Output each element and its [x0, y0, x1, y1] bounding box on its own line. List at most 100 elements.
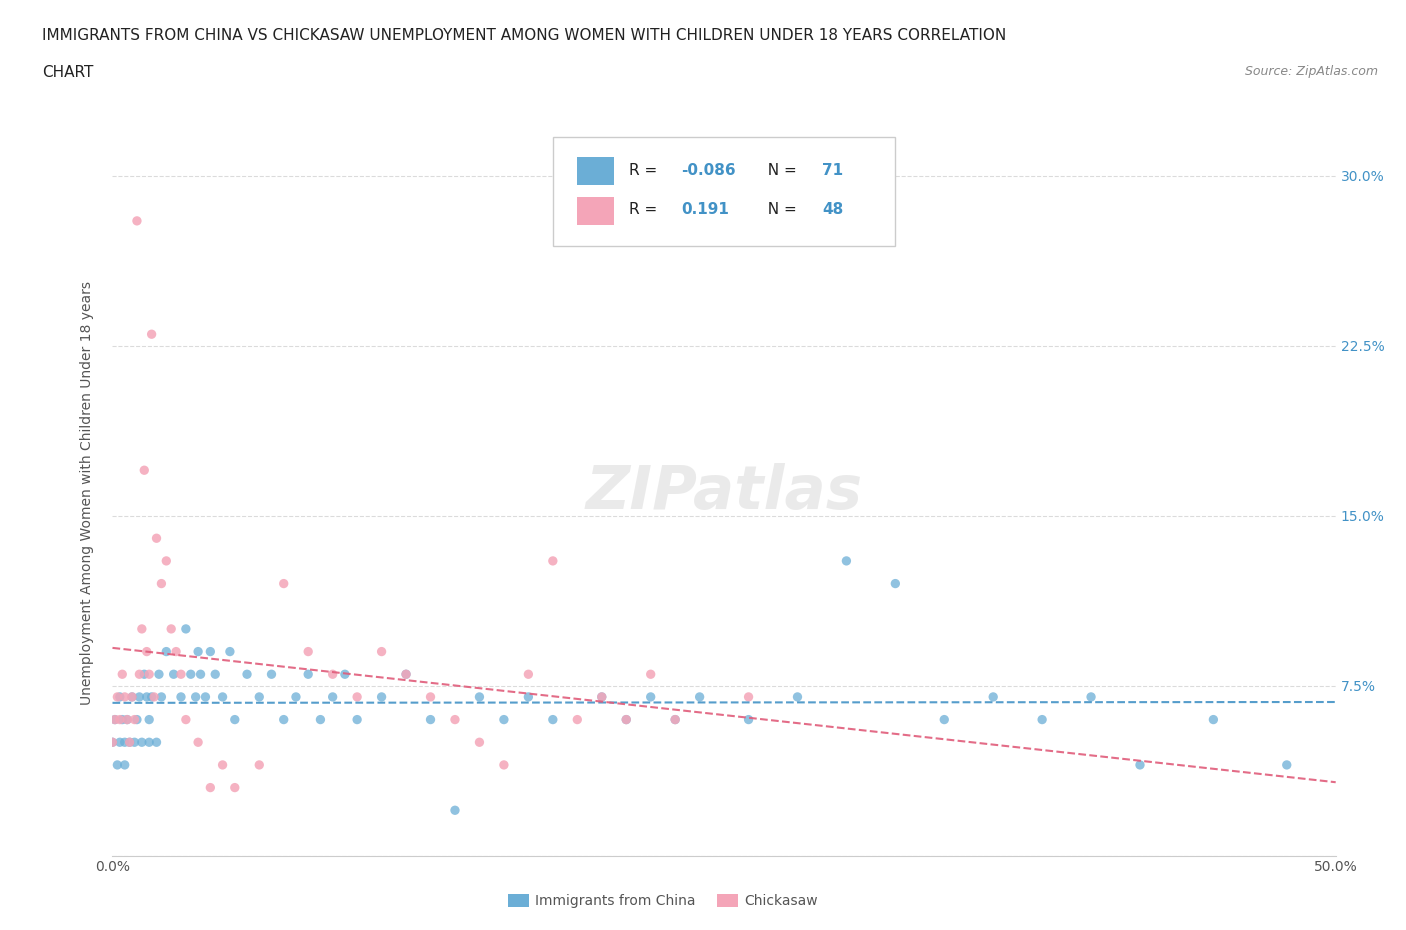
- Point: [135, 689, 157, 704]
- Point: [247, 689, 270, 704]
- Point: [108, 689, 131, 704]
- Point: [150, 577, 173, 591]
- Text: R =: R =: [628, 163, 662, 178]
- Point: [187, 644, 209, 659]
- Point: [273, 712, 295, 727]
- Text: N =: N =: [758, 203, 801, 218]
- Point: [124, 735, 146, 750]
- Point: [118, 735, 141, 750]
- Point: [150, 689, 173, 704]
- Point: [141, 689, 163, 704]
- Point: [1031, 712, 1053, 727]
- FancyBboxPatch shape: [578, 197, 614, 224]
- Point: [124, 712, 146, 727]
- Point: [105, 757, 128, 772]
- Point: [247, 757, 270, 772]
- Point: [236, 667, 259, 682]
- Point: [517, 689, 540, 704]
- Point: [165, 644, 187, 659]
- Point: [211, 757, 233, 772]
- Text: -0.086: -0.086: [682, 163, 735, 178]
- Point: [664, 712, 686, 727]
- Point: [204, 667, 226, 682]
- Point: [322, 689, 344, 704]
- Point: [224, 712, 246, 727]
- Legend: Immigrants from China, Chickasaw: Immigrants from China, Chickasaw: [502, 889, 824, 914]
- Text: IMMIGRANTS FROM CHINA VS CHICKASAW UNEMPLOYMENT AMONG WOMEN WITH CHILDREN UNDER : IMMIGRANTS FROM CHINA VS CHICKASAW UNEMP…: [42, 28, 1007, 43]
- Point: [981, 689, 1004, 704]
- Point: [567, 712, 589, 727]
- Point: [115, 712, 138, 727]
- Point: [541, 712, 564, 727]
- Point: [114, 689, 136, 704]
- Point: [211, 689, 233, 704]
- Text: Source: ZipAtlas.com: Source: ZipAtlas.com: [1244, 65, 1378, 78]
- Point: [134, 463, 156, 478]
- Text: 71: 71: [823, 163, 844, 178]
- Point: [884, 577, 907, 591]
- Point: [1080, 689, 1102, 704]
- Point: [190, 667, 212, 682]
- Point: [224, 780, 246, 795]
- Point: [468, 689, 491, 704]
- Point: [737, 689, 759, 704]
- Point: [131, 621, 153, 636]
- Point: [444, 712, 467, 727]
- Point: [105, 689, 128, 704]
- Point: [640, 667, 662, 682]
- Text: CHART: CHART: [42, 65, 94, 80]
- Point: [174, 712, 197, 727]
- Text: R =: R =: [628, 203, 662, 218]
- Point: [934, 712, 956, 727]
- Point: [131, 735, 153, 750]
- Point: [180, 667, 202, 682]
- Point: [737, 712, 759, 727]
- Point: [108, 735, 131, 750]
- Point: [170, 689, 193, 704]
- Point: [135, 644, 157, 659]
- Point: [174, 621, 197, 636]
- Point: [121, 689, 143, 704]
- Point: [541, 553, 564, 568]
- Point: [148, 667, 170, 682]
- Point: [184, 689, 207, 704]
- Point: [101, 735, 124, 750]
- Point: [138, 735, 160, 750]
- Point: [125, 214, 148, 229]
- Text: 0.191: 0.191: [682, 203, 730, 218]
- Point: [835, 553, 858, 568]
- Point: [468, 735, 491, 750]
- Point: [346, 689, 368, 704]
- Text: ZIPatlas: ZIPatlas: [585, 463, 863, 523]
- Y-axis label: Unemployment Among Women with Children Under 18 years: Unemployment Among Women with Children U…: [80, 281, 94, 705]
- Point: [200, 644, 222, 659]
- Point: [121, 689, 143, 704]
- Point: [297, 644, 319, 659]
- Point: [145, 735, 167, 750]
- Point: [125, 712, 148, 727]
- Point: [614, 712, 637, 727]
- Point: [370, 644, 392, 659]
- Point: [1275, 757, 1298, 772]
- Point: [309, 712, 332, 727]
- Point: [444, 803, 467, 817]
- Point: [1129, 757, 1152, 772]
- Point: [187, 735, 209, 750]
- Point: [273, 577, 295, 591]
- Point: [297, 667, 319, 682]
- Point: [664, 712, 686, 727]
- Point: [128, 689, 150, 704]
- Point: [614, 712, 637, 727]
- Point: [640, 689, 662, 704]
- Point: [200, 780, 222, 795]
- Point: [170, 667, 193, 682]
- Point: [260, 667, 283, 682]
- Point: [333, 667, 356, 682]
- Point: [395, 667, 418, 682]
- Point: [160, 621, 183, 636]
- Text: 48: 48: [823, 203, 844, 218]
- Point: [118, 735, 141, 750]
- Point: [134, 667, 156, 682]
- Point: [346, 712, 368, 727]
- Point: [517, 667, 540, 682]
